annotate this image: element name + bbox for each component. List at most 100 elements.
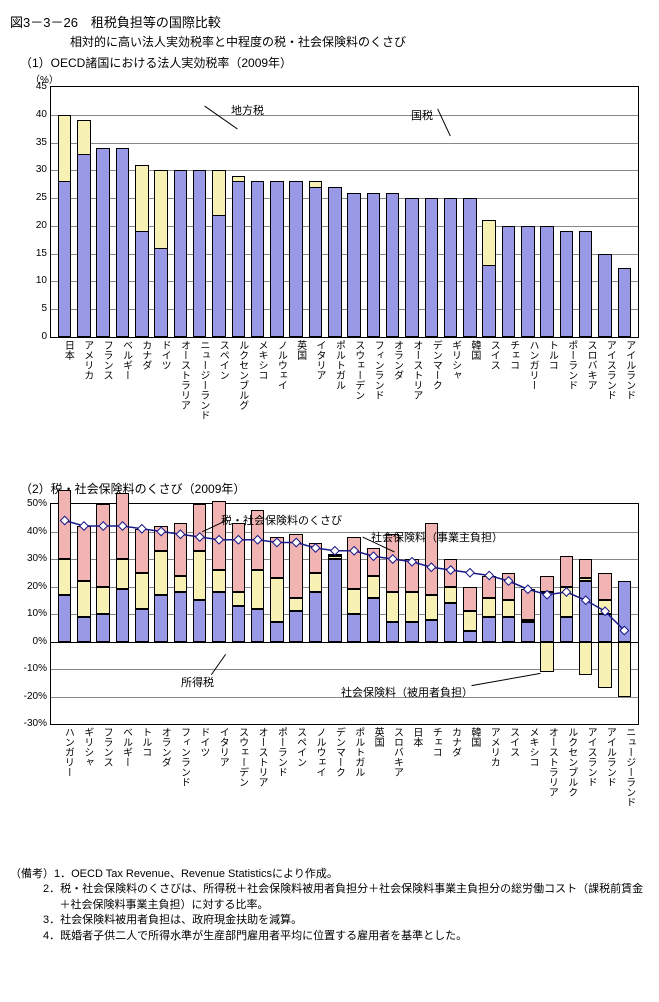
bar-ssc-employer — [444, 559, 458, 587]
bar-slot — [171, 504, 190, 724]
bar-income-tax — [502, 617, 516, 642]
chart1-y-tick: 20 — [21, 220, 47, 231]
chart2-x-label: スペイン — [286, 727, 305, 847]
bar-slot — [248, 504, 267, 724]
bar-national-tax — [174, 170, 188, 337]
chart2-x-label: ニュージーランド — [615, 727, 634, 847]
bar-slot — [615, 504, 634, 724]
chart2-x-label: フランス — [93, 727, 112, 847]
bar-income-tax — [579, 581, 593, 642]
chart1-x-label: スロバキア — [577, 340, 596, 460]
chart2-x-label: 日本 — [402, 727, 421, 847]
chart2-x-label: ギリシャ — [73, 727, 92, 847]
bar-slot — [94, 148, 113, 337]
bar-national-tax — [386, 193, 400, 337]
bar-ssc-employer — [540, 576, 554, 593]
bar-income-tax — [96, 614, 110, 642]
notes-heading: （備考） — [10, 868, 54, 880]
note-4: 4．既婚者子供二人で所得水準が生産部門雇用者平均に位置する雇用者を基準とした。 — [10, 929, 649, 944]
bar-ssc-employee — [579, 578, 593, 581]
bar-ssc-employee — [212, 570, 226, 592]
note-3: 3．社会保険料被用者負担は、政府現金扶助を減算。 — [10, 913, 649, 928]
bar-national-tax — [58, 181, 72, 337]
chart2-x-label: ポルトガル — [344, 727, 363, 847]
chart1-x-label: ギリシャ — [441, 340, 460, 460]
bar-slot — [595, 504, 614, 724]
bar-national-tax — [270, 181, 284, 337]
chart2-x-label: 英国 — [364, 727, 383, 847]
footnotes: （備考）1．OECD Tax Revenue、Revenue Statistic… — [10, 867, 649, 944]
chart2-x-label: ノルウェイ — [306, 727, 325, 847]
chart1-y-tick: 15 — [21, 248, 47, 259]
bar-slot — [74, 120, 93, 337]
bar-slot — [267, 181, 286, 337]
chart2-x-label: アイスランド — [577, 727, 596, 847]
chart2-plot-area: -30%-20%-10%0%10%20%30%40%50%税・社会保険料のくさび… — [50, 503, 639, 725]
annot-ssc-employer: 社会保険料（事業主負担） — [371, 529, 503, 545]
bar-slot — [287, 504, 306, 724]
bar-national-tax — [598, 254, 612, 337]
bar-ssc-employee-neg — [618, 642, 632, 697]
bar-ssc-employee — [154, 551, 168, 595]
bar-income-tax — [174, 592, 188, 642]
bar-income-tax — [232, 606, 246, 642]
bar-income-tax — [135, 609, 149, 642]
chart2-y-tick: 0% — [21, 636, 47, 647]
bar-slot — [267, 504, 286, 724]
chart1-plot-area: 051015202530354045地方税国税 — [50, 86, 639, 338]
bar-national-tax — [502, 226, 516, 337]
bar-income-tax — [212, 592, 226, 642]
bar-slot — [364, 193, 383, 337]
bar-slot — [460, 198, 479, 337]
bar-income-tax — [77, 617, 91, 642]
bar-income-tax — [58, 595, 72, 642]
bar-slot — [190, 504, 209, 724]
bar-national-tax — [425, 198, 439, 337]
bar-slot — [287, 181, 306, 337]
bar-national-tax — [193, 170, 207, 337]
bar-ssc-employee — [444, 587, 458, 604]
bar-income-tax — [405, 622, 419, 641]
bar-national-tax — [540, 226, 554, 337]
chart1-x-label: フランス — [93, 340, 112, 460]
bar-slot — [480, 220, 499, 337]
annot-national-tax: 国税 — [411, 107, 433, 123]
bar-national-tax — [367, 193, 381, 337]
chart2-x-label: オーストリア — [248, 727, 267, 847]
bar-slot — [306, 504, 325, 724]
bar-national-tax — [618, 268, 632, 337]
bar-ssc-employer — [367, 548, 381, 576]
bar-income-tax — [540, 592, 554, 642]
bar-ssc-employer — [598, 573, 612, 601]
bar-national-tax — [289, 181, 303, 337]
note-2: 2．税・社会保険料のくさびは、所得税＋社会保険料被用者負担分＋社会保険料事業主負… — [10, 882, 649, 913]
bar-slot — [518, 504, 537, 724]
bar-local-tax — [154, 170, 168, 248]
chart2-x-label: スロバキア — [383, 727, 402, 847]
chart1-x-label: ハンガリー — [519, 340, 538, 460]
chart2-x-label: ドイツ — [190, 727, 209, 847]
bar-national-tax — [521, 226, 535, 337]
chart1-x-label: オランダ — [383, 340, 402, 460]
bar-ssc-employer — [174, 523, 188, 575]
bar-national-tax — [135, 231, 149, 337]
chart1-x-labels: 日本アメリカフランスベルギーカナダドイツオーストラリアニュージーランドスペインル… — [50, 340, 639, 460]
figure-subtitle: 相対的に高い法人実効税率と中程度の税・社会保険料のくさび — [70, 33, 649, 50]
bar-ssc-employee — [367, 576, 381, 598]
chart1-x-label: トルコ — [538, 340, 557, 460]
chart2-title: （2）税・社会保険料のくさび（2009年） — [20, 480, 649, 497]
bar-slot — [537, 226, 556, 337]
chart1-x-label: スイス — [480, 340, 499, 460]
bar-local-tax — [212, 170, 226, 214]
bar-ssc-employee-neg — [598, 642, 612, 689]
chart1-title: （1）OECD諸国における法人実効税率（2009年） — [20, 54, 649, 71]
chart2-y-tick: -10% — [21, 663, 47, 674]
bar-ssc-employee-neg — [579, 642, 593, 675]
chart1-x-label: 日本 — [54, 340, 73, 460]
bar-slot — [209, 504, 228, 724]
chart2-y-tick: -30% — [21, 718, 47, 729]
bar-income-tax — [386, 622, 400, 641]
bar-income-tax — [116, 589, 130, 641]
chart1-x-label: ルクセンブルグ — [228, 340, 247, 460]
bar-local-tax — [135, 165, 149, 232]
